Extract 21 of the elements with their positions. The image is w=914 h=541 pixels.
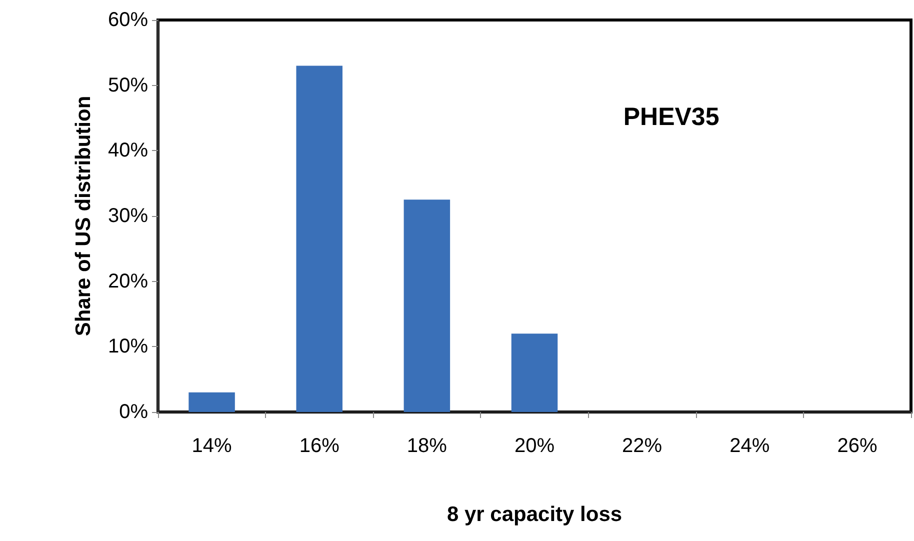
x-tick-label: 20% — [514, 435, 555, 457]
x-tick-label: 16% — [299, 435, 340, 457]
bar — [404, 200, 450, 412]
bar — [296, 66, 342, 412]
y-tick-label: 30% — [108, 205, 148, 227]
y-tick-label: 60% — [108, 9, 148, 31]
y-axis-title: Share of US distribution — [72, 96, 95, 336]
y-tick-label: 50% — [108, 74, 148, 96]
x-tick-label: 26% — [837, 435, 878, 457]
x-tick-label: 22% — [622, 435, 662, 457]
x-axis-title: 8 yr capacity loss — [446, 503, 622, 526]
y-tick-label: 10% — [108, 336, 148, 358]
x-tick-label: 14% — [192, 435, 232, 457]
x-tick-label: 18% — [406, 435, 448, 457]
y-tick-label: 40% — [108, 140, 148, 162]
x-tick-label: 24% — [730, 435, 770, 457]
bar — [511, 334, 558, 412]
bar — [188, 392, 235, 412]
y-tick-label: 0% — [119, 401, 148, 423]
y-tick-label: 20% — [108, 270, 148, 292]
annotation: PHEV35 — [623, 102, 720, 131]
